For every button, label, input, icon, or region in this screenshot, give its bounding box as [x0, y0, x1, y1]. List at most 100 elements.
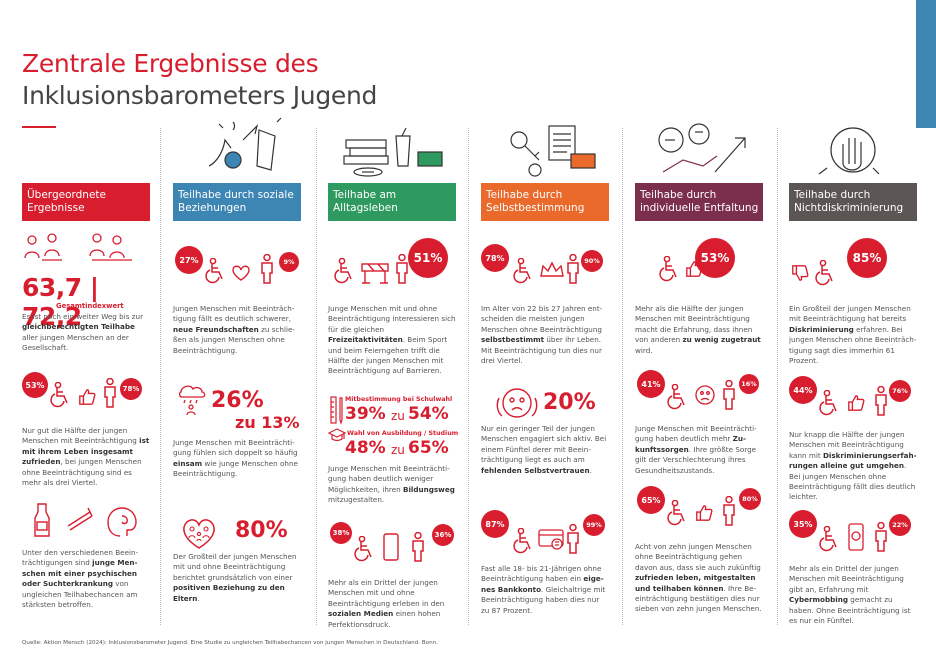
emphasis: zufrieden leben, mitgestalten und teilha… — [635, 573, 756, 593]
stat-value: 48% — [345, 438, 386, 458]
emphasis: Diskriminierung — [789, 324, 854, 334]
percent-badge: 78% — [481, 244, 509, 272]
percent-badge: 87% — [481, 510, 509, 538]
wheelchair-thumb-person-icon — [819, 386, 887, 416]
emphasis: fehlenden Selbstvertrauen — [481, 465, 590, 475]
stat-connector: zu — [391, 443, 405, 457]
stat-value: 80% — [235, 518, 288, 543]
paragraph-3: Fast alle 18- bis 21-Jährigen ohne Beein… — [481, 564, 606, 615]
emphasis: ist mit ihrem Leben insgesamt zufrieden — [22, 436, 150, 467]
percent-badge: 99% — [583, 514, 605, 536]
column-divider — [777, 128, 778, 625]
paragraph-1: Ein Großteil der jungen Menschen mit Bee… — [789, 304, 917, 366]
column-divider — [316, 128, 317, 625]
percent-badge: 65% — [637, 486, 665, 514]
keys-checklist-illustration — [510, 125, 596, 177]
stat-label: Wahl von Ausbildung / Studium — [347, 430, 459, 437]
column-self-determination: Teilhabe durch Selbstbestimmung 78% 90% … — [481, 125, 621, 625]
stat-value: 54% — [408, 404, 449, 424]
emphasis: junge Men­schen mit einer psychischen od… — [22, 558, 138, 589]
percent-badge: 22% — [889, 514, 911, 536]
family-heart-icon — [183, 519, 215, 549]
stat-label: Mitbestimmung bei Schulwahl — [345, 396, 453, 403]
emphasis: Zu­kunftssorgen — [635, 434, 746, 454]
wheelchair-thumb-person-icon — [50, 378, 116, 408]
percent-badge: 53% — [695, 238, 735, 278]
emphasis: Bildungsweg — [402, 484, 455, 494]
stat-value: zu 13% — [235, 413, 300, 432]
percent-badge: 76% — [889, 380, 911, 402]
percent-badge: 16% — [739, 374, 759, 394]
column-divider — [468, 128, 469, 625]
stat-value: 26% — [211, 388, 264, 413]
column-social: Teilhabe durch soziale Beziehungen 27% 9… — [173, 117, 313, 625]
percent-badge: 44% — [789, 376, 817, 404]
percent-badge: 38% — [330, 522, 352, 544]
paragraph-1: Im Alter von 22 bis 27 Jahren ent­scheid… — [481, 304, 603, 366]
column-title: Teilhabe durch Selbstbestimmung — [481, 183, 609, 221]
index-value: 63,7 | 72,2 — [22, 273, 99, 331]
stat-value: 39% — [345, 404, 386, 424]
emphasis: eige­nes Bankkonto — [481, 574, 604, 594]
wheelchair-barrier-person-icon — [334, 254, 408, 284]
percent-badge: 53% — [22, 372, 48, 398]
paragraph-3: Acht von zehn jungen Menschen ohne Beein… — [635, 542, 762, 614]
books-cup-glasses-illustration — [343, 127, 443, 177]
emphasis: einsam — [173, 458, 203, 468]
emphasis: sozialen Medien — [328, 609, 394, 619]
percent-badge: 9% — [279, 252, 299, 272]
emphasis: selbstbestimmt — [481, 335, 545, 345]
paragraph-3: Mehr als ein Drittel der jungen Men­sche… — [328, 578, 445, 629]
paragraph-1: Junge Menschen mit und ohne Beeinträchti… — [328, 304, 456, 376]
paragraph-2: Junge Menschen mit Beeinträchti­gung füh… — [173, 438, 298, 479]
percent-badge: 80% — [739, 488, 761, 510]
graduation-cap-icon — [327, 428, 347, 442]
ruler-pencil-icon — [330, 396, 343, 425]
index-label: Gesamtindexwert — [56, 302, 124, 310]
wheelchair-phone-person-icon — [819, 522, 887, 552]
paragraph-2: Nur gut die Hälfte der jungen Menschen m… — [22, 426, 150, 488]
paragraph-2: Nur knapp die Hälfte der jungen Menschen… — [789, 430, 917, 502]
emphasis: Freizeitaktivitäten — [328, 335, 403, 345]
percent-badge: 27% — [175, 246, 203, 274]
wheelchair-worry-person-icon — [667, 380, 735, 410]
paragraph-1: Jungen Menschen mit Beeinträch­tigung fä… — [173, 304, 295, 355]
column-non-discrimination: Teilhabe durch Nichtdiskriminierung 85% … — [789, 127, 929, 625]
corner-tab — [916, 0, 936, 128]
column-title: Übergeordnete Ergebnisse — [22, 183, 150, 221]
percent-badge: 41% — [637, 370, 665, 398]
wheelchair-phone-person-icon — [354, 532, 424, 562]
percent-badge: 90% — [581, 250, 603, 272]
percent-badge: 78% — [120, 378, 142, 400]
wheelchair-bankcard-person-icon — [513, 524, 579, 554]
hands-phone-illustration — [208, 117, 282, 171]
page-header: Zentrale Ergebnisse des Inklusionsbarome… — [22, 48, 377, 112]
column-title: Teilhabe durch individuelle Entfaltung — [635, 183, 763, 221]
percent-badge: 36% — [432, 524, 454, 546]
wheelchair-heart-person-icon — [205, 254, 273, 284]
emphasis: neue Freundschaften — [173, 324, 259, 334]
paragraph-1: Mehr als die Hälfte der jungen Menschen … — [635, 304, 761, 355]
thumb-down-wheelchair-icon — [792, 260, 833, 286]
column-divider — [622, 128, 623, 625]
percent-badge: 51% — [408, 238, 448, 278]
emphasis: Cybermobbing — [789, 595, 848, 605]
paragraph-2: Nur ein geringer Teil der jungen Mensche… — [481, 424, 607, 475]
column-title: Teilhabe durch soziale Beziehungen — [173, 183, 301, 221]
paragraph-1: Es ist noch ein weiter Weg bis zur gleic… — [22, 312, 144, 353]
lonely-person-rain-icon — [178, 385, 206, 416]
worried-face-icon — [496, 388, 538, 418]
paragraph-2: Junge Menschen mit Beeinträchti­gung hab… — [328, 464, 455, 505]
percent-badge: 85% — [847, 238, 887, 278]
stop-hand-illustration — [818, 127, 880, 175]
column-daily-life: Teilhabe am Alltagsleben 51% Junge Mensc… — [327, 127, 468, 629]
stat-connector: zu — [391, 409, 405, 423]
wheelchair-crown-person-icon — [513, 254, 579, 284]
column-development: Teilhabe durch individuelle Entfaltung 5… — [635, 123, 775, 625]
wheelchair-thumb-person-icon — [667, 496, 735, 526]
emphasis: zu wenig zugetraut — [682, 335, 761, 345]
people-group-icon — [24, 233, 132, 261]
title-line-1: Zentrale Ergebnisse des — [22, 49, 319, 78]
paragraph-2: Junge Menschen mit Beeinträchti­gung hab… — [635, 424, 757, 475]
paragraph-3: Unter den verschiedenen Beein­trächtigun… — [22, 548, 139, 610]
